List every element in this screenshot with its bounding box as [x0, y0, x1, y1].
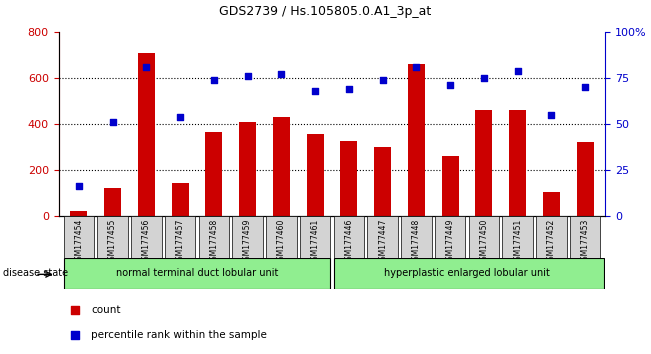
Text: GSM177451: GSM177451: [513, 219, 522, 265]
Point: [512, 68, 523, 73]
Bar: [408, 64, 425, 216]
Bar: [172, 183, 189, 216]
Bar: [64, 216, 94, 258]
Bar: [199, 216, 229, 258]
Text: GSM177458: GSM177458: [210, 219, 218, 265]
Text: GSM177449: GSM177449: [446, 219, 454, 265]
Point: [445, 82, 455, 88]
Text: GSM177448: GSM177448: [412, 219, 421, 265]
Text: percentile rank within the sample: percentile rank within the sample: [91, 330, 268, 339]
Point: [344, 86, 354, 92]
Point: [276, 72, 286, 77]
Text: GSM177457: GSM177457: [176, 219, 185, 265]
Bar: [334, 258, 603, 289]
Bar: [98, 216, 128, 258]
Point: [141, 64, 152, 70]
Bar: [138, 53, 155, 216]
Text: disease state: disease state: [3, 268, 68, 278]
Bar: [232, 216, 263, 258]
Text: GDS2739 / Hs.105805.0.A1_3p_at: GDS2739 / Hs.105805.0.A1_3p_at: [219, 5, 432, 18]
Point: [107, 119, 118, 125]
Point: [70, 307, 80, 313]
Bar: [475, 110, 492, 216]
Point: [580, 84, 590, 90]
Text: GSM177450: GSM177450: [479, 219, 488, 265]
Bar: [131, 216, 161, 258]
Bar: [509, 110, 526, 216]
Bar: [442, 156, 458, 216]
Bar: [307, 134, 324, 216]
Bar: [64, 258, 330, 289]
Bar: [536, 216, 566, 258]
Bar: [266, 216, 297, 258]
Text: GSM177453: GSM177453: [581, 219, 590, 265]
Point: [546, 112, 557, 118]
Text: GSM177446: GSM177446: [344, 219, 353, 265]
Text: GSM177455: GSM177455: [108, 219, 117, 265]
Point: [478, 75, 489, 81]
Text: GSM177460: GSM177460: [277, 219, 286, 265]
Bar: [104, 188, 121, 216]
Bar: [206, 132, 222, 216]
Bar: [165, 216, 195, 258]
Point: [70, 332, 80, 337]
Text: GSM177447: GSM177447: [378, 219, 387, 265]
Point: [310, 88, 320, 93]
Bar: [300, 216, 330, 258]
Bar: [543, 192, 560, 216]
Text: hyperplastic enlarged lobular unit: hyperplastic enlarged lobular unit: [384, 268, 550, 279]
Text: normal terminal duct lobular unit: normal terminal duct lobular unit: [116, 268, 278, 279]
Point: [242, 73, 253, 79]
Bar: [503, 216, 533, 258]
Bar: [435, 216, 465, 258]
Text: GSM177461: GSM177461: [311, 219, 320, 265]
Point: [175, 114, 186, 119]
Bar: [401, 216, 432, 258]
Bar: [367, 216, 398, 258]
Point: [411, 64, 422, 70]
Text: count: count: [91, 305, 121, 315]
Text: GSM177459: GSM177459: [243, 219, 252, 265]
Bar: [577, 142, 594, 216]
Point: [378, 77, 388, 82]
Bar: [340, 141, 357, 216]
Point: [209, 77, 219, 82]
Point: [74, 184, 84, 189]
Bar: [239, 122, 256, 216]
Bar: [374, 147, 391, 216]
Bar: [570, 216, 600, 258]
Text: GSM177454: GSM177454: [74, 219, 83, 265]
Bar: [334, 216, 364, 258]
Bar: [273, 117, 290, 216]
Bar: [70, 211, 87, 216]
Bar: [469, 216, 499, 258]
Text: GSM177456: GSM177456: [142, 219, 151, 265]
Text: GSM177452: GSM177452: [547, 219, 556, 265]
